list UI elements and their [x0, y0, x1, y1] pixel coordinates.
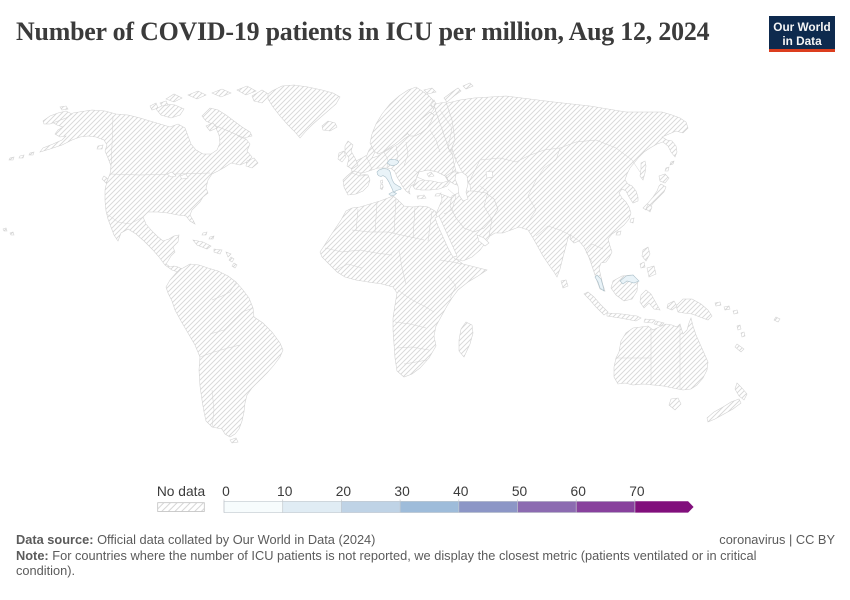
svg-text:60: 60	[571, 484, 587, 499]
svg-text:50: 50	[512, 484, 528, 499]
svg-text:30: 30	[394, 484, 410, 499]
svg-text:70: 70	[629, 484, 645, 499]
svg-text:40: 40	[453, 484, 469, 499]
svg-text:10: 10	[277, 484, 293, 499]
svg-text:No data: No data	[157, 484, 206, 499]
svg-text:0: 0	[222, 484, 230, 499]
svg-text:20: 20	[336, 484, 352, 499]
